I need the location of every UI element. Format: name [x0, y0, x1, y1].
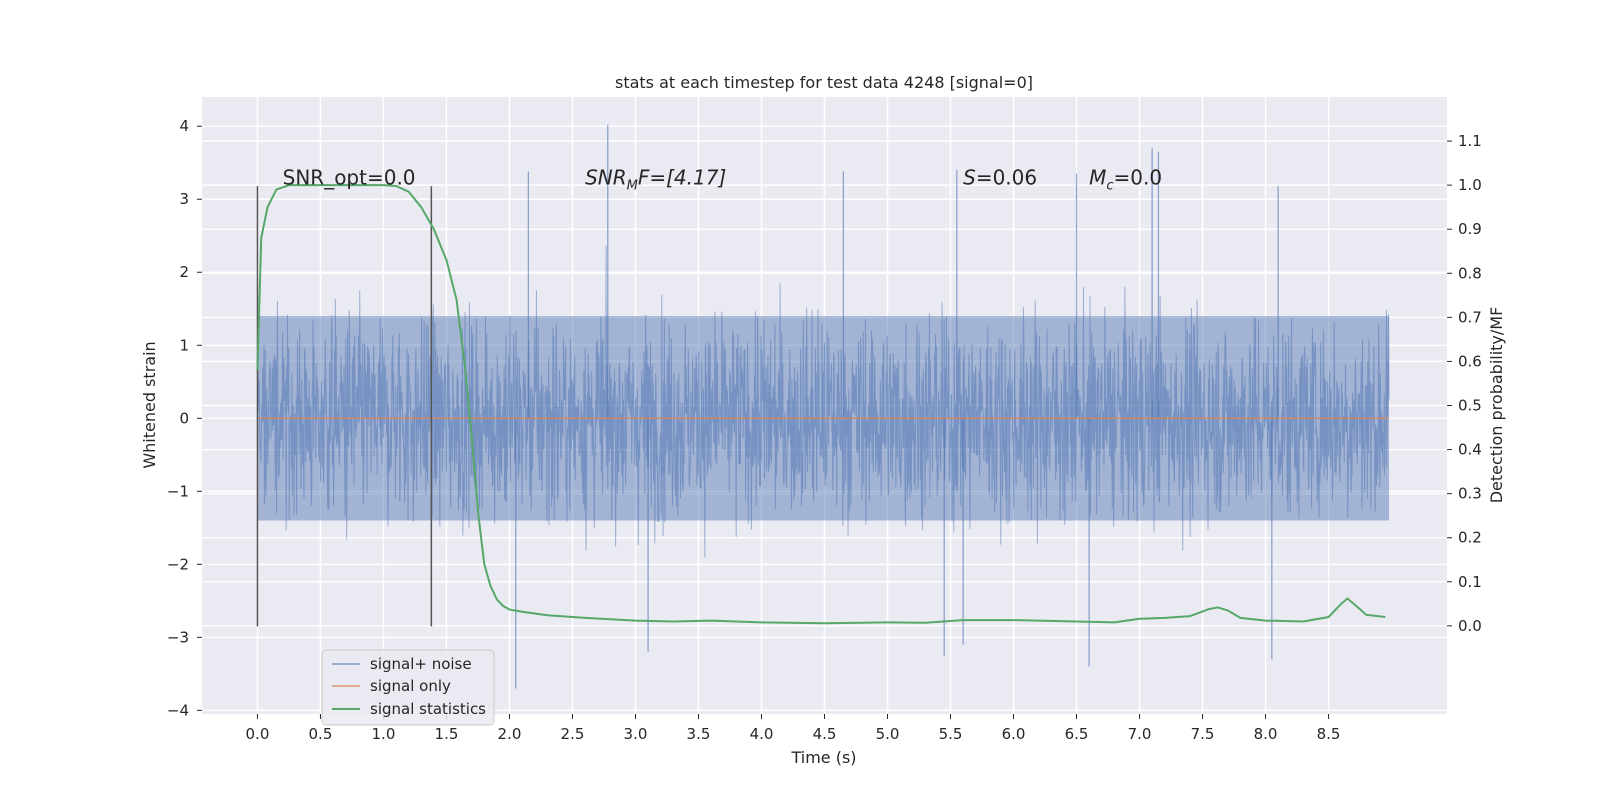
x-tick-label-12: 6.0	[1002, 725, 1026, 743]
yr-tick-label-1: 1.0	[1458, 176, 1482, 194]
x-tick-label-14: 7.0	[1128, 725, 1152, 743]
y-right-axis-label: Detection probability/MF	[1487, 307, 1506, 504]
x-axis-label: Time (s)	[790, 748, 856, 767]
x-tick-label-13: 6.5	[1065, 725, 1089, 743]
y-tick-label-5: −1	[167, 482, 189, 500]
yr-tick-label-5: 0.6	[1458, 352, 1482, 370]
x-tick-label-9: 4.5	[813, 725, 837, 743]
yr-tick-label-4: 0.7	[1458, 308, 1482, 326]
x-tick-label-8: 4.0	[750, 725, 774, 743]
x-tick-label-2: 1.0	[372, 725, 396, 743]
chart-title: stats at each timestep for test data 424…	[615, 73, 1033, 92]
yr-tick-label-3: 0.8	[1458, 264, 1482, 282]
x-tick-label-15: 7.5	[1191, 725, 1215, 743]
annotation-mc: Mc=0.0	[1089, 166, 1162, 194]
x-tick-label-1: 0.5	[309, 725, 333, 743]
legend-label-statistics: signal statistics	[370, 700, 486, 718]
annotation-s-stat: S=0.06	[963, 166, 1037, 190]
x-tick-label-16: 8.0	[1254, 725, 1278, 743]
yr-tick-label-2: 0.9	[1458, 220, 1482, 238]
series-signal-plus-noise	[256, 245, 1390, 558]
x-tick-label-5: 2.5	[561, 725, 585, 743]
legend: signal+ noise signal only signal statist…	[321, 649, 495, 726]
y-axis-ticks: 4 3 2 1 0 −1 −2 −3 −4	[167, 117, 202, 719]
x-tick-label-17: 8.5	[1317, 725, 1341, 743]
legend-label-noise: signal+ noise	[370, 655, 472, 673]
y-tick-label-6: −2	[167, 555, 189, 573]
legend-label-signal-only: signal only	[370, 677, 451, 695]
noise-spikes	[515, 124, 1279, 689]
yr-tick-label-10: 0.1	[1458, 573, 1482, 591]
yr-tick-label-11: 0.0	[1458, 617, 1482, 635]
y-tick-label-2: 2	[179, 263, 189, 281]
legend-box	[321, 649, 495, 726]
vertical-markers	[256, 186, 433, 627]
x-tick-label-10: 5.0	[876, 725, 900, 743]
yr-tick-label-6: 0.5	[1458, 397, 1482, 415]
y-tick-label-4: 0	[179, 409, 189, 427]
y-tick-label-7: −3	[167, 628, 189, 646]
y-tick-label-0: 4	[179, 117, 189, 135]
y-right-axis-ticks: 1.1 1.0 0.9 0.8 0.7 0.6 0.5 0.4 0.3 0.2 0.1 0.0	[1447, 132, 1482, 635]
yr-tick-label-8: 0.3	[1458, 485, 1482, 503]
x-tick-label-4: 2.0	[498, 725, 522, 743]
y-tick-label-3: 1	[179, 336, 189, 354]
annotation-snr-mf: SNRMF=[4.17]	[585, 166, 726, 194]
x-tick-label-3: 1.5	[435, 725, 459, 743]
yr-tick-label-9: 0.2	[1458, 529, 1482, 547]
x-tick-label-0: 0.0	[246, 725, 270, 743]
y-axis-label: Whitened strain	[140, 341, 159, 468]
x-axis-ticks: 0.0 0.5 1.0 1.5 2.0 2.5 3.0 3.5 4.0 4.5 5.0 5.5 6.0 6…	[246, 714, 1341, 743]
annotation-snr-opt: SNR_opt=0.0	[283, 166, 416, 190]
yr-tick-label-7: 0.4	[1458, 441, 1482, 459]
x-tick-label-7: 3.5	[687, 725, 711, 743]
noise-trace	[256, 245, 1390, 558]
annotations: SNR_opt=0.0 SNRMF=[4.17] S=0.06 Mc=0.0	[283, 166, 1162, 194]
y-tick-label-1: 3	[179, 190, 189, 208]
x-tick-label-11: 5.5	[939, 725, 963, 743]
y-tick-label-8: −4	[167, 701, 189, 719]
series-signal-statistics	[256, 184, 1386, 625]
x-tick-label-6: 3.0	[624, 725, 648, 743]
yr-tick-label-0: 1.1	[1458, 132, 1482, 150]
